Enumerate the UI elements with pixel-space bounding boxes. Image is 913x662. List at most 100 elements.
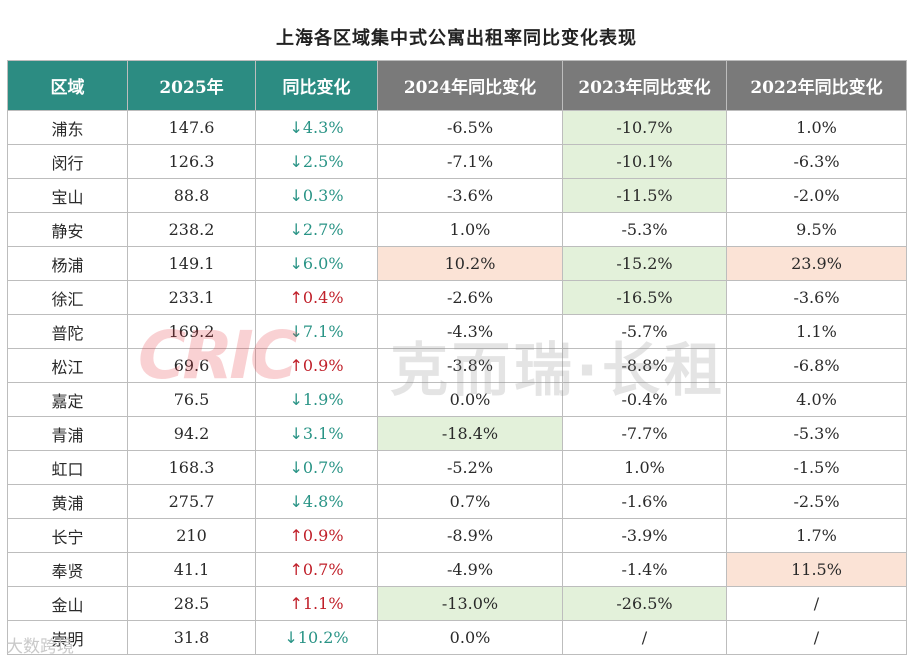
change-2022-cell: 1.1% <box>726 314 907 349</box>
change-2024-cell: -8.9% <box>377 518 563 553</box>
change-2022-cell: -6.3% <box>726 144 907 179</box>
change-2022-cell: 9.5% <box>726 212 907 247</box>
yoy-change-cell: ↓6.0% <box>255 246 378 281</box>
change-2022-cell: -5.3% <box>726 416 907 451</box>
occupancy-change-table: 区域 2025年 同比变化 2024年同比变化 2023年同比变化 2022年同… <box>7 60 907 655</box>
change-2022-cell: 11.5% <box>726 552 907 587</box>
value-2025-cell: 94.2 <box>127 416 256 451</box>
arrow-down-icon: ↓ <box>284 628 298 647</box>
yoy-change-value: 7.1% <box>302 322 344 341</box>
arrow-up-icon: ↑ <box>289 288 303 307</box>
change-2022-cell: 4.0% <box>726 382 907 417</box>
district-cell: 黄浦 <box>7 484 128 519</box>
value-2025-cell: 31.8 <box>127 620 256 655</box>
arrow-down-icon: ↓ <box>289 220 303 239</box>
yoy-change-cell: ↓7.1% <box>255 314 378 349</box>
yoy-change-cell: ↑0.9% <box>255 518 378 553</box>
change-2024-cell: -4.9% <box>377 552 563 587</box>
yoy-change-value: 0.9% <box>302 526 344 545</box>
value-2025-cell: 147.6 <box>127 110 256 145</box>
table-row: 宝山 88.8 ↓0.3% -3.6% -11.5% -2.0% <box>7 178 907 213</box>
yoy-change-cell: ↓0.3% <box>255 178 378 213</box>
change-2024-cell: -5.2% <box>377 450 563 485</box>
district-cell: 长宁 <box>7 518 128 553</box>
district-cell: 嘉定 <box>7 382 128 417</box>
change-2024-cell: 0.7% <box>377 484 563 519</box>
change-2023-cell: -10.7% <box>562 110 727 145</box>
table-row: 崇明 31.8 ↓10.2% 0.0% / / <box>7 620 907 655</box>
yoy-change-cell: ↓2.7% <box>255 212 378 247</box>
change-2023-cell: -15.2% <box>562 246 727 281</box>
arrow-up-icon: ↑ <box>289 560 303 579</box>
table-row: 静安 238.2 ↓2.7% 1.0% -5.3% 9.5% <box>7 212 907 247</box>
arrow-up-icon: ↑ <box>289 526 303 545</box>
change-2024-cell: -3.8% <box>377 348 563 383</box>
yoy-change-value: 0.3% <box>302 186 344 205</box>
district-cell: 普陀 <box>7 314 128 349</box>
change-2022-cell: -2.5% <box>726 484 907 519</box>
yoy-change-value: 0.7% <box>302 560 344 579</box>
table-row: 黄浦 275.7 ↓4.8% 0.7% -1.6% -2.5% <box>7 484 907 519</box>
change-2023-cell: -1.6% <box>562 484 727 519</box>
yoy-change-cell: ↓4.3% <box>255 110 378 145</box>
yoy-change-value: 1.9% <box>302 390 344 409</box>
change-2024-cell: 0.0% <box>377 620 563 655</box>
change-2024-cell: -7.1% <box>377 144 563 179</box>
change-2024-cell: -6.5% <box>377 110 563 145</box>
change-2023-cell: -10.1% <box>562 144 727 179</box>
district-cell: 杨浦 <box>7 246 128 281</box>
yoy-change-cell: ↓10.2% <box>255 620 378 655</box>
value-2025-cell: 233.1 <box>127 280 256 315</box>
arrow-down-icon: ↓ <box>289 186 303 205</box>
yoy-change-value: 0.9% <box>302 356 344 375</box>
change-2023-cell: -26.5% <box>562 586 727 621</box>
table-row: 奉贤 41.1 ↑0.7% -4.9% -1.4% 11.5% <box>7 552 907 587</box>
change-2022-cell: / <box>726 586 907 621</box>
table-title: 上海各区域集中式公寓出租率同比变化表现 <box>276 28 637 49</box>
change-2024-cell: 10.2% <box>377 246 563 281</box>
district-cell: 崇明 <box>7 620 128 655</box>
yoy-change-value: 0.4% <box>302 288 344 307</box>
value-2025-cell: 210 <box>127 518 256 553</box>
change-2023-cell: -5.3% <box>562 212 727 247</box>
table-row: 虹口 168.3 ↓0.7% -5.2% 1.0% -1.5% <box>7 450 907 485</box>
header-2022-change: 2022年同比变化 <box>726 60 907 111</box>
yoy-change-value: 2.7% <box>302 220 344 239</box>
arrow-down-icon: ↓ <box>289 118 303 137</box>
yoy-change-value: 1.1% <box>302 594 344 613</box>
table-row: 徐汇 233.1 ↑0.4% -2.6% -16.5% -3.6% <box>7 280 907 315</box>
header-2024-change: 2024年同比变化 <box>377 60 563 111</box>
arrow-down-icon: ↓ <box>289 424 303 443</box>
change-2022-cell: / <box>726 620 907 655</box>
change-2022-cell: 23.9% <box>726 246 907 281</box>
change-2022-cell: -2.0% <box>726 178 907 213</box>
yoy-change-cell: ↓3.1% <box>255 416 378 451</box>
change-2022-cell: 1.7% <box>726 518 907 553</box>
table-row: 普陀 169.2 ↓7.1% -4.3% -5.7% 1.1% <box>7 314 907 349</box>
table-row: 浦东 147.6 ↓4.3% -6.5% -10.7% 1.0% <box>7 110 907 145</box>
table-body: 浦东 147.6 ↓4.3% -6.5% -10.7% 1.0% 闵行 126.3 ↓2.5% -… <box>7 110 907 655</box>
arrow-down-icon: ↓ <box>289 390 303 409</box>
change-2022-cell: 1.0% <box>726 110 907 145</box>
table-row: 杨浦 149.1 ↓6.0% 10.2% -15.2% 23.9% <box>7 246 907 281</box>
arrow-up-icon: ↑ <box>289 594 303 613</box>
value-2025-cell: 275.7 <box>127 484 256 519</box>
value-2025-cell: 88.8 <box>127 178 256 213</box>
district-cell: 青浦 <box>7 416 128 451</box>
yoy-change-value: 2.5% <box>302 152 344 171</box>
table-row: 青浦 94.2 ↓3.1% -18.4% -7.7% -5.3% <box>7 416 907 451</box>
change-2023-cell: -5.7% <box>562 314 727 349</box>
change-2023-cell: / <box>562 620 727 655</box>
change-2024-cell: -4.3% <box>377 314 563 349</box>
value-2025-cell: 41.1 <box>127 552 256 587</box>
yoy-change-cell: ↓1.9% <box>255 382 378 417</box>
header-row: 区域 2025年 同比变化 2024年同比变化 2023年同比变化 2022年同… <box>7 60 907 111</box>
value-2025-cell: 149.1 <box>127 246 256 281</box>
value-2025-cell: 69.6 <box>127 348 256 383</box>
change-2024-cell: 0.0% <box>377 382 563 417</box>
value-2025-cell: 168.3 <box>127 450 256 485</box>
change-2024-cell: -3.6% <box>377 178 563 213</box>
change-2024-cell: -2.6% <box>377 280 563 315</box>
table-row: 松江 69.6 ↑0.9% -3.8% -8.8% -6.8% <box>7 348 907 383</box>
change-2022-cell: -6.8% <box>726 348 907 383</box>
